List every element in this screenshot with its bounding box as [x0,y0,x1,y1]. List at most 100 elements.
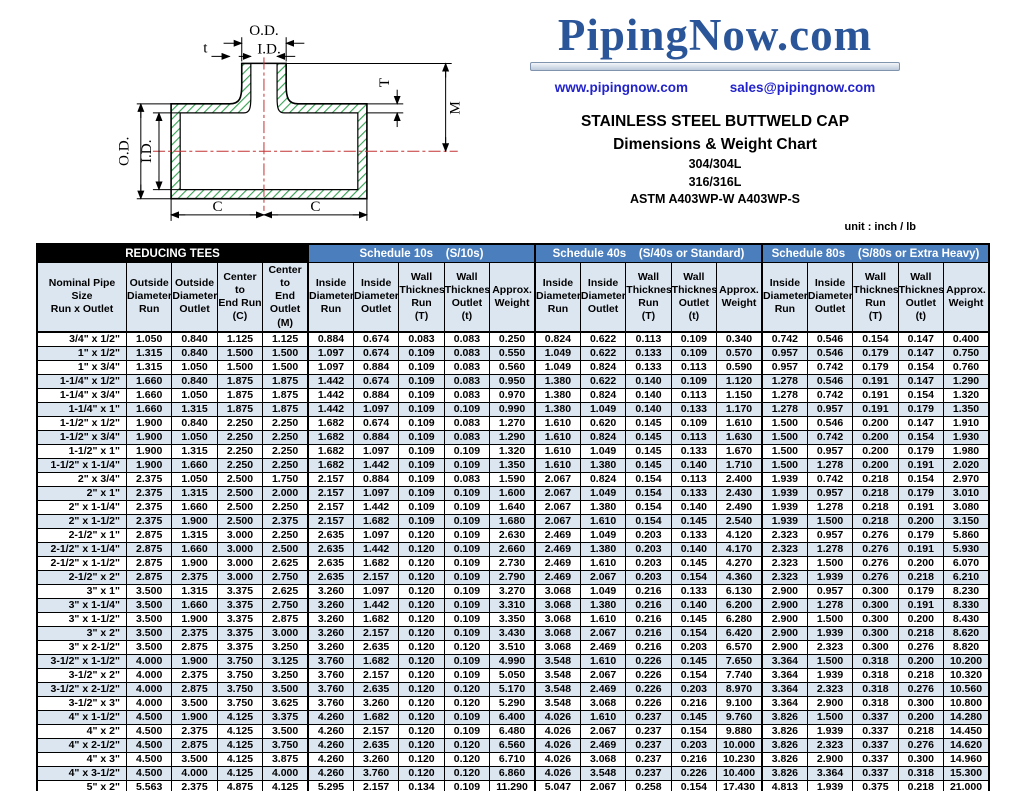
value-cell: 1.315 [171,401,218,417]
value-cell: 9.760 [716,709,763,725]
value-cell: 0.154 [897,359,945,375]
value-cell: 0.120 [398,639,445,655]
table-row: 2" x 1-1/4" 2.375 1.660 2.500 2.250 2.157 1.44… [36,499,990,515]
group-header: REDUCING TEES [36,243,309,263]
value-cell: 0.318 [852,695,899,711]
table-row: 4" x 1-1/2" 4.500 1.900 4.125 3.375 4.260 1.68… [36,709,990,725]
row-size-label: 2" x 1" [36,485,127,501]
value-cell: 3.350 [489,611,536,627]
value-cell: 0.337 [852,765,899,781]
value-cell: 0.133 [670,583,718,599]
value-cell: 0.590 [716,359,763,375]
column-header: Inside Diameter Outlet [579,261,627,333]
value-cell: 3.760 [307,667,354,683]
value-cell: 2.875 [125,527,173,543]
table-row: 3-1/2" x 2" 4.000 2.375 3.750 3.250 3.760 2.15… [36,667,990,683]
value-cell: 1.380 [579,499,627,515]
value-cell: 0.120 [443,737,491,753]
value-cell: 1.610 [579,709,627,725]
value-cell: 0.120 [398,583,445,599]
value-cell: 0.154 [670,625,718,641]
value-cell: 0.620 [579,415,627,431]
value-cell: 0.674 [352,415,400,431]
value-cell: 1.125 [262,331,309,347]
value-cell: 2.067 [533,513,581,529]
value-cell: 1.442 [352,457,400,473]
value-cell: 3.375 [216,639,264,655]
value-cell: 4.360 [716,569,763,585]
value-cell: 1.939 [806,625,854,641]
value-cell: 0.216 [670,695,718,711]
value-cell: 0.200 [897,611,945,627]
value-cell: 0.216 [670,751,718,767]
value-cell: 0.318 [897,765,945,781]
value-cell: 3.364 [760,695,808,711]
value-cell: 3.260 [307,597,354,613]
column-header: Approx. Weight [489,261,536,333]
value-cell: 5.290 [489,695,536,711]
value-cell: 0.622 [579,345,627,361]
value-cell: 0.216 [625,611,672,627]
row-size-label: 3" x 1" [36,583,127,599]
value-cell: 2.157 [307,485,354,501]
value-cell: 4.125 [216,765,264,781]
value-cell: 0.203 [625,569,672,585]
value-cell: 0.957 [760,345,808,361]
value-cell: 0.147 [897,345,945,361]
value-cell: 4.125 [216,723,264,739]
value-cell: 0.154 [670,779,718,791]
value-cell: 1.980 [943,443,990,459]
value-cell: 0.147 [897,373,945,389]
value-cell: 3.548 [533,667,581,683]
row-size-label: 4" x 2" [36,723,127,739]
value-cell: 1.442 [307,373,354,389]
value-cell: 0.218 [897,625,945,641]
value-cell: 3.000 [216,527,264,543]
value-cell: 2.900 [760,597,808,613]
value-cell: 6.130 [716,583,763,599]
value-cell: 0.120 [443,765,491,781]
value-cell: 0.133 [670,527,718,543]
value-cell: 0.154 [852,331,899,347]
table-row: 2" x 3/4" 2.375 1.050 2.500 1.750 2.157 0.884 0… [36,471,990,487]
value-cell: 0.154 [625,485,672,501]
value-cell: 3.364 [760,681,808,697]
column-header: Approx. Weight [943,261,990,333]
row-size-label: 4" x 3" [36,751,127,767]
value-cell: 0.109 [670,373,718,389]
value-cell: 0.191 [852,373,899,389]
value-cell: 2.157 [352,667,400,683]
value-cell: 1.442 [352,541,400,557]
value-cell: 2.900 [806,751,854,767]
value-cell: 2.157 [352,569,400,585]
value-cell: 0.109 [398,345,445,361]
value-cell: 1.049 [533,359,581,375]
value-cell: 4.026 [533,723,581,739]
value-cell: 1.939 [760,471,808,487]
value-cell: 0.337 [852,723,899,739]
value-cell: 1.315 [171,443,218,459]
value-cell: 0.113 [670,387,718,403]
header-section: O.D. I.D. t O.D. I.D. [0,0,1024,243]
value-cell: 0.133 [670,485,718,501]
value-cell: 1.660 [171,457,218,473]
value-cell: 0.120 [398,569,445,585]
value-cell: 1.875 [262,387,309,403]
value-cell: 3.826 [760,709,808,725]
value-cell: 6.480 [489,723,536,739]
table-row: 1-1/2" x 3/4" 1.900 1.050 2.250 2.250 1.682 0.… [36,429,990,445]
value-cell: 0.990 [489,401,536,417]
value-cell: 5.860 [943,527,990,543]
website-link[interactable]: www.pipingnow.com [554,80,689,96]
value-cell: 1.278 [806,499,854,515]
value-cell: 0.840 [171,415,218,431]
email-link[interactable]: sales@pipingnow.com [729,80,876,96]
row-size-label: 2-1/2" x 1-1/2" [36,555,127,571]
value-cell: 0.674 [352,345,400,361]
value-cell: 1.442 [352,499,400,515]
value-cell: 0.147 [897,415,945,431]
value-cell: 8.330 [943,597,990,613]
value-cell: 3.068 [533,639,581,655]
value-cell: 0.216 [625,639,672,655]
value-cell: 2.750 [262,569,309,585]
